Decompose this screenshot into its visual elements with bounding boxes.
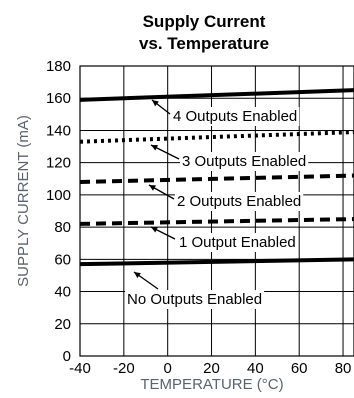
y-axis-label: SUPPLY CURRENT (mA) [15, 115, 32, 287]
y-tick-label: 100 [46, 187, 71, 204]
series-annotation-label: No Outputs Enabled [127, 291, 262, 308]
series-line [79, 88, 354, 102]
annotation-label-background [177, 233, 298, 252]
annotation-label-background [125, 290, 265, 309]
series-line [79, 257, 354, 267]
annotations: 4 Outputs Enabled 3 Outputs Enabled 2 Outp… [125, 99, 309, 309]
x-tick-label: 80 [335, 360, 352, 377]
chart-title-line1: Supply Current [143, 12, 266, 31]
x-tick-label: -40 [69, 360, 91, 377]
x-tick-label: 40 [247, 360, 264, 377]
y-tick-label: 180 [46, 58, 71, 75]
annotation-arrowhead [134, 272, 141, 279]
y-tick-label: 40 [54, 284, 71, 301]
annotation-arrowhead [151, 227, 158, 233]
y-tick-label: 120 [46, 155, 71, 172]
annotation-label-background [171, 107, 300, 126]
annotation-label-background [180, 152, 309, 171]
chart-title-line2: vs. Temperature [139, 34, 269, 53]
annotation-arrowhead [149, 185, 156, 191]
y-tick-label: 80 [54, 219, 71, 236]
x-tick-label: 0 [164, 360, 172, 377]
y-tick-label: 140 [46, 122, 71, 139]
y-tick-label: 160 [46, 90, 71, 107]
x-axis-label: TEMPERATURE (°C) [140, 376, 283, 393]
x-tick-label: 60 [291, 360, 308, 377]
annotation-arrowhead [152, 100, 159, 107]
annotation-arrowhead [151, 145, 158, 151]
tick-labels: -40 -20 0 20 40 60 80 0 20 40 60 80 100 120 140 160 180 [46, 58, 351, 377]
series-line [79, 217, 354, 226]
annotation-label-background [175, 192, 304, 211]
series-line [79, 173, 354, 184]
series-annotation-label: 3 Outputs Enabled [182, 153, 306, 170]
series-line [79, 130, 354, 144]
series-annotation-label: 1 Output Enabled [179, 234, 296, 251]
x-tick-label: 20 [203, 360, 220, 377]
series-lines [79, 88, 354, 267]
y-tick-label: 60 [54, 251, 71, 268]
x-tick-label: -20 [113, 360, 135, 377]
y-tick-label: 20 [54, 316, 71, 333]
y-tick-label: 0 [63, 348, 71, 365]
series-annotation-label: 2 Outputs Enabled [177, 193, 301, 210]
series-annotation-label: 4 Outputs Enabled [173, 108, 297, 125]
